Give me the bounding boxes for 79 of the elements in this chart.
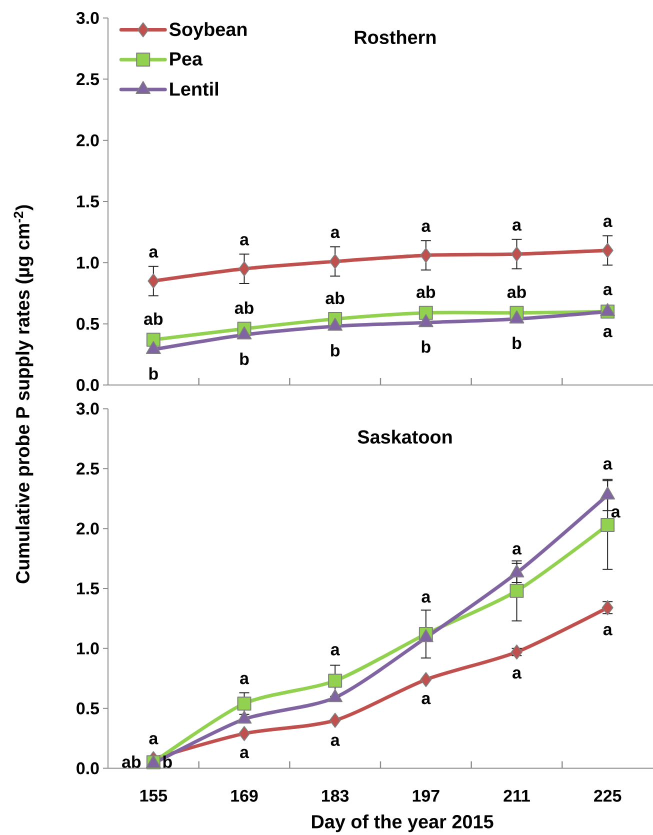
text: Saskatoon <box>358 430 452 444</box>
y-tick-label: 1.0 <box>77 642 99 654</box>
annotation: a <box>149 248 158 258</box>
y-tick-label: 0.0 <box>76 762 99 774</box>
y-axis-title: Cumulative probe P supply rates (µg cm$^{-2}$) <box>14 205 34 584</box>
annotation: b <box>240 352 249 366</box>
point <box>509 310 524 324</box>
annotation: a <box>512 669 522 679</box>
y-tick-label: 2.5 <box>76 462 100 475</box>
legend-label: Soybean <box>169 22 247 40</box>
annotation: a <box>422 694 431 704</box>
annotation: a <box>603 328 612 338</box>
point <box>328 674 342 688</box>
annotation: b <box>149 367 158 380</box>
y-tick-label: 1.0 <box>77 256 99 269</box>
point <box>511 246 522 262</box>
x-tick-label: 197 <box>412 790 440 802</box>
annotation: a <box>422 222 431 232</box>
annotation: a <box>240 236 250 246</box>
point <box>600 518 615 532</box>
annotation: a <box>603 626 612 636</box>
point <box>238 261 250 276</box>
annotation: a <box>512 545 522 555</box>
text: Rosthern <box>354 30 436 44</box>
legend-label: Pea <box>170 52 203 66</box>
annotation: a <box>603 286 612 296</box>
annotation: b <box>331 344 340 356</box>
y-tick-label: 0.0 <box>76 379 99 391</box>
point <box>238 726 250 742</box>
annotation: b <box>163 756 172 768</box>
annotation: ab <box>234 302 254 314</box>
point <box>420 248 432 263</box>
x-tick-label: 183 <box>322 790 349 802</box>
point <box>600 303 616 316</box>
x-axis-title: Day of the year 2015 <box>312 814 494 832</box>
x-tick-label: 155 <box>140 790 168 802</box>
annotation: ab <box>326 292 344 304</box>
x-tick-label: 211 <box>504 790 530 802</box>
annotation: a <box>149 735 158 744</box>
y-tick-label: 1.5 <box>77 196 100 208</box>
y-tick-label: 0.5 <box>76 318 100 330</box>
point <box>602 242 614 258</box>
y-tick-label: 2.0 <box>76 522 99 535</box>
point <box>418 314 434 328</box>
y-tick-label: 2.5 <box>76 73 100 86</box>
point <box>148 274 160 289</box>
y-tick-label: 3.0 <box>76 12 99 24</box>
annotation: ab <box>507 286 526 298</box>
y-tick-label: 0.5 <box>76 702 100 714</box>
legend-label: Lentil <box>170 82 218 96</box>
point <box>420 672 432 688</box>
annotation: a <box>240 748 250 758</box>
annotation: ab <box>416 286 436 298</box>
point <box>328 318 343 331</box>
annotation: a <box>512 221 522 231</box>
annotation: ab <box>122 756 141 768</box>
point <box>146 341 161 354</box>
annotation: b <box>422 340 430 353</box>
x-tick-label: 225 <box>594 790 622 802</box>
point <box>510 584 524 598</box>
point <box>511 644 522 660</box>
point <box>237 696 252 711</box>
annotation: a <box>330 228 340 238</box>
point <box>329 254 341 269</box>
annotation: a <box>603 460 612 470</box>
annotation: a <box>240 674 250 684</box>
annotation: a <box>330 736 340 746</box>
x-tick-label: 169 <box>231 790 258 802</box>
point <box>236 326 252 340</box>
y-tick-label: 3.0 <box>76 402 99 415</box>
annotation: b <box>512 336 522 350</box>
annotation: a <box>603 218 612 228</box>
y-tick-label: 2.0 <box>76 134 99 146</box>
annotation: a <box>422 593 431 603</box>
annotation: ab <box>144 312 163 325</box>
annotation: a <box>330 646 340 656</box>
y-tick-label: 1.5 <box>77 582 100 594</box>
point <box>329 712 341 728</box>
annotation: a <box>611 508 620 518</box>
